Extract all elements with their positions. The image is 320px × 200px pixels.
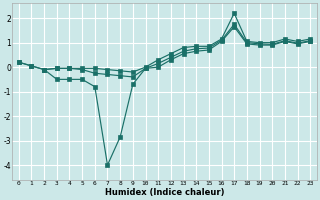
X-axis label: Humidex (Indice chaleur): Humidex (Indice chaleur) [105, 188, 224, 197]
